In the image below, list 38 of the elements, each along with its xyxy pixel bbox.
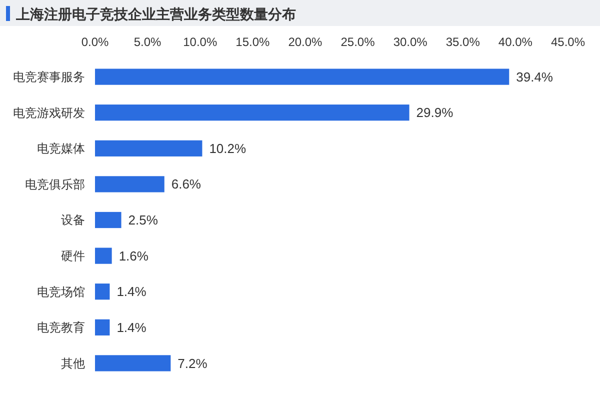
x-tick-label: 35.0% (446, 35, 480, 49)
chart-title: 上海注册电子竞技企业主营业务类型数量分布 (15, 6, 296, 22)
x-tick-label: 45.0% (550, 35, 586, 49)
data-label: 1.4% (116, 320, 147, 335)
x-tick-label: 5.0% (134, 35, 162, 49)
x-tick-label: 25.0% (340, 35, 376, 49)
bar (95, 176, 164, 192)
y-tick-label: 电竞游戏研发 (13, 106, 85, 120)
bar (95, 248, 112, 264)
bar (95, 355, 171, 372)
bar (95, 319, 110, 336)
data-label: 10.2% (209, 140, 247, 156)
x-tick-label: 40.0% (498, 35, 533, 49)
x-tick-label: 10.0% (183, 35, 218, 49)
y-tick-label: 电竞教育 (37, 320, 85, 335)
data-label: 39.4% (516, 69, 554, 84)
data-label: 29.9% (416, 105, 454, 120)
bar (95, 104, 410, 121)
x-tick-label: 0.0% (81, 35, 109, 49)
bar (95, 212, 122, 228)
data-label: 1.6% (118, 248, 149, 264)
data-label: 7.2% (178, 356, 208, 371)
x-tick-label: 30.0% (393, 35, 428, 49)
data-label: 6.6% (171, 176, 202, 192)
bar (95, 68, 510, 85)
x-tick-label: 15.0% (236, 35, 270, 49)
y-tick-label: 电竞赛事服务 (13, 70, 85, 84)
y-tick-label: 设备 (61, 213, 85, 228)
data-label: 2.5% (128, 212, 158, 228)
bar (95, 284, 110, 300)
y-tick-label: 电竞媒体 (37, 142, 85, 156)
y-tick-label: 其他 (61, 356, 85, 370)
data-label: 1.4% (116, 284, 147, 300)
y-tick-label: 电竞场馆 (37, 284, 85, 299)
x-tick-label: 20.0% (288, 35, 323, 49)
y-tick-label: 硬件 (61, 249, 85, 263)
bar (95, 140, 202, 156)
y-tick-label: 电竞俱乐部 (25, 177, 85, 192)
